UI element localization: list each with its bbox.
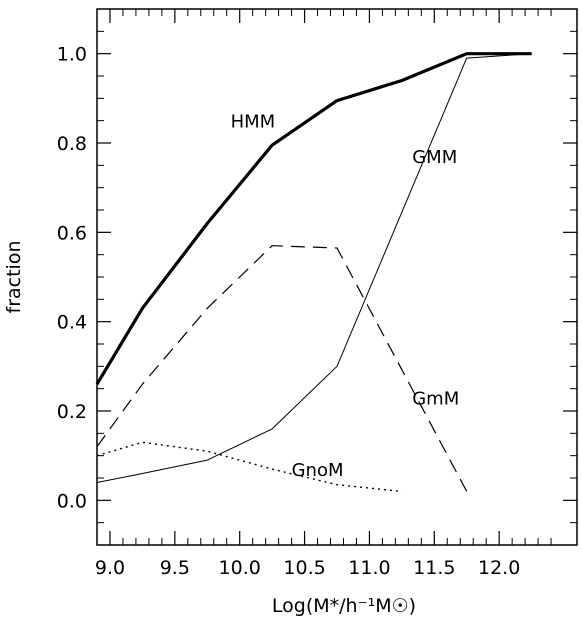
y-tick-label: 0.4	[57, 312, 87, 334]
y-axis-label: fraction	[3, 241, 25, 314]
series-line-gmm	[96, 53, 532, 483]
series-line-hmm	[95, 52, 532, 386]
series-line-gnom	[96, 441, 402, 493]
y-tick-label: 0.2	[57, 401, 87, 423]
annotation-gmm: GMM	[412, 147, 457, 168]
x-axis-label: Log(M*/h⁻¹M☉)	[272, 595, 416, 617]
series-group	[95, 52, 532, 493]
x-tick-label: 11.5	[413, 557, 455, 579]
x-tick-label: 10.5	[283, 557, 325, 579]
annotations: HMM GMM GmM GnoM	[231, 111, 460, 480]
y-tick-label: 0.6	[57, 222, 87, 244]
y-tick-label: 0.0	[57, 490, 87, 512]
x-tick-label: 9.0	[95, 557, 125, 579]
series-line-gmm	[96, 245, 468, 492]
annotation-gnom: GnoM	[292, 460, 344, 481]
x-tick-label: 11.0	[348, 557, 390, 579]
x-tick-label: 9.5	[160, 557, 190, 579]
y-tick-label: 0.8	[57, 133, 87, 155]
axis-ticks	[97, 9, 578, 546]
x-tick-label: 10.0	[219, 557, 261, 579]
annotation-hmm: HMM	[231, 111, 276, 132]
x-tick-label: 12.0	[478, 557, 520, 579]
annotation-gmm: GmM	[412, 388, 459, 409]
y-tick-label: 1.0	[57, 44, 87, 66]
tick-labels: 9.0 9.5 10.0 10.5 11.0 11.5 12.0 0.0 0.2 0.4 0.6 0.…	[57, 44, 521, 579]
